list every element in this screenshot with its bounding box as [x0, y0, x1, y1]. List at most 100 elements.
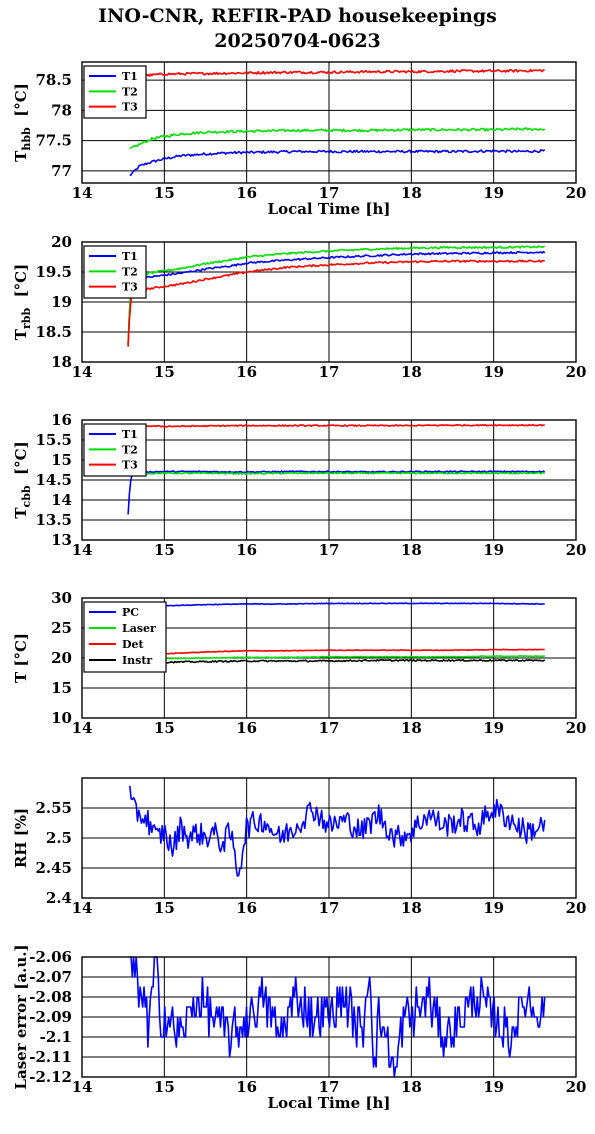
legend-label: Laser — [122, 622, 156, 635]
x-tick-label: 20 — [566, 899, 587, 917]
y-tick-label: -2.08 — [29, 988, 72, 1006]
x-tick-label: 20 — [566, 719, 587, 737]
y-tick-label: 10 — [51, 709, 72, 727]
x-tick-label: 16 — [236, 899, 257, 917]
legend-label: PC — [122, 606, 139, 619]
y-axis-label: Thbb [°C] — [12, 83, 33, 162]
x-tick-label: 17 — [319, 363, 340, 381]
plot-frame — [81, 956, 577, 1078]
y-tick-label: 20 — [51, 649, 72, 667]
y-tick-label: 14 — [51, 491, 72, 509]
series-line-pc — [129, 602, 545, 610]
x-tick-label: 19 — [483, 363, 504, 381]
legend-label: T3 — [122, 281, 138, 294]
plot-frame — [81, 777, 577, 899]
y-axis-label: RH [%] — [12, 808, 30, 868]
x-tick-label: 18 — [401, 1078, 422, 1096]
chart-panel-1: 14 15 16 17 18 19 20 77 77.5 78 78.5 Local Time [h]… — [12, 61, 587, 218]
y-axis-label: T [°C] — [12, 633, 30, 683]
y-tick-label: 13.5 — [35, 511, 72, 529]
x-tick-label: 15 — [154, 899, 175, 917]
x-tick-label: 15 — [154, 1078, 175, 1096]
legend: T1 T2 T3 — [83, 423, 147, 477]
figure-title-block: INO-CNR, REFIR-PAD housekeepings 2025070… — [0, 4, 595, 54]
legend-label: T1 — [122, 428, 138, 441]
plot-frame — [81, 61, 577, 184]
y-axis-label: Trbb [°C] — [12, 264, 33, 340]
legend: T1 T2 T3 — [83, 245, 147, 299]
series-line-t1 — [129, 149, 546, 177]
legend: T1 T2 T3 — [83, 65, 147, 119]
plot-frame — [81, 597, 577, 719]
x-tick-label: 15 — [154, 541, 175, 559]
x-tick-label: 19 — [483, 1078, 504, 1096]
x-tick-label: 17 — [319, 184, 340, 202]
x-tick-label: 16 — [236, 541, 257, 559]
series-line-t2 — [127, 245, 546, 344]
y-tick-label: -2.12 — [29, 1068, 72, 1086]
series-line-t3 — [129, 68, 545, 79]
x-tick-label: 17 — [319, 541, 340, 559]
x-tick-label: 17 — [319, 1078, 340, 1096]
x-tick-label: 16 — [236, 363, 257, 381]
x-tick-label: 14 — [72, 899, 93, 917]
y-tick-label: 2.45 — [35, 859, 72, 877]
legend: PC Laser Det Instr — [83, 601, 167, 673]
x-tick-label: 16 — [236, 1078, 257, 1096]
y-tick-label: 16 — [51, 411, 72, 429]
legend-label: T1 — [122, 70, 138, 83]
series-line-det — [129, 648, 545, 657]
figure-title: INO-CNR, REFIR-PAD housekeepings — [98, 5, 497, 27]
x-tick-label: 14 — [72, 184, 93, 202]
y-tick-label: 2.55 — [35, 799, 72, 817]
y-tick-label: 78.5 — [35, 71, 72, 89]
series-line-instr — [129, 658, 546, 665]
x-tick-label: 19 — [483, 719, 504, 737]
series-line-t1 — [127, 470, 546, 515]
x-axis-label: Local Time [h] — [268, 1094, 391, 1112]
y-tick-label: 30 — [51, 589, 72, 607]
y-axis-label: Tcbb [°C] — [12, 441, 33, 518]
series-line-t2 — [129, 127, 546, 150]
chart-panel-5: 14 15 16 17 18 19 20 2.4 2.45 2.5 2.55 RH [%] — [12, 777, 587, 917]
x-tick-label: 14 — [72, 1078, 93, 1096]
x-tick-label: 20 — [566, 363, 587, 381]
x-tick-label: 16 — [236, 719, 257, 737]
plot-frame — [81, 241, 577, 363]
x-tick-label: 14 — [72, 719, 93, 737]
x-tick-label: 15 — [154, 719, 175, 737]
x-tick-label: 19 — [483, 541, 504, 559]
legend-label: T2 — [122, 265, 138, 278]
chart-panel-4: 14 15 16 17 18 19 20 10 15 20 25 30 T [°C] PC Laser Det… — [12, 589, 586, 737]
y-tick-label: 77 — [51, 162, 72, 180]
y-tick-label: -2.07 — [29, 968, 72, 986]
series-line-t1 — [127, 250, 546, 345]
y-tick-label: 18 — [51, 353, 72, 371]
x-tick-label: 15 — [154, 363, 175, 381]
series-line-laser — [129, 655, 545, 661]
x-tick-label: 14 — [72, 541, 93, 559]
x-tick-label: 18 — [401, 899, 422, 917]
x-tick-label: 17 — [319, 719, 340, 737]
x-tick-label: 18 — [401, 184, 422, 202]
y-tick-label: -2.11 — [29, 1048, 72, 1066]
y-tick-label: 77.5 — [35, 132, 72, 150]
y-tick-label: 15 — [51, 451, 72, 469]
chart-panel-6: 14 15 16 17 18 19 20 -2.12 -2.11 -2.1 -2.09 -2.08 -2… — [12, 944, 586, 1112]
legend-label: T1 — [122, 250, 138, 263]
x-tick-label: 20 — [566, 184, 587, 202]
x-tick-label: 20 — [566, 541, 587, 559]
series-line-data — [129, 956, 546, 1078]
series-line-t3 — [129, 423, 545, 428]
series-line-data — [129, 785, 546, 877]
x-tick-label: 20 — [566, 1078, 587, 1096]
legend-label: T2 — [122, 443, 138, 456]
y-tick-label: 25 — [51, 619, 72, 637]
y-tick-label: 2.4 — [46, 889, 72, 907]
y-tick-label: 2.5 — [46, 829, 72, 847]
y-tick-label: 20 — [51, 233, 72, 251]
series-line-t3 — [127, 259, 545, 347]
